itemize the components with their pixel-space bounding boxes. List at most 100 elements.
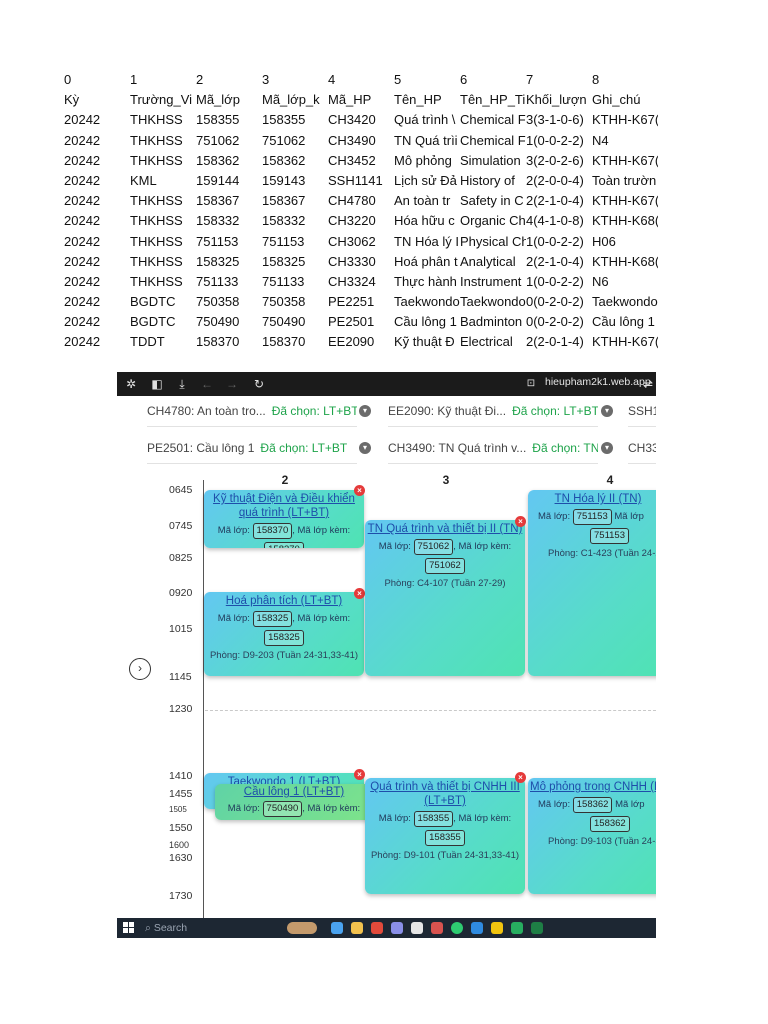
table-cell[interactable]: CH3420 [328, 112, 376, 128]
table-cell[interactable]: 2(2-0-0-4) [526, 172, 584, 188]
windows-start-icon[interactable] [123, 922, 135, 934]
table-cell[interactable]: Tên_HP_Ti [460, 92, 526, 108]
event-card[interactable]: Kỹ thuật Điện và Điều khiển quá trình (L… [204, 490, 364, 548]
table-cell[interactable]: 20242 [64, 112, 101, 128]
table-cell[interactable]: 750490 [262, 314, 306, 330]
table-cell[interactable]: 2(2-0-1-4) [526, 334, 584, 350]
table-cell[interactable]: 751133 [196, 273, 239, 289]
table-cell[interactable]: 158362 [196, 152, 240, 168]
table-cell[interactable]: Ghi_chú [592, 92, 641, 108]
table-cell[interactable]: 20242 [64, 294, 101, 310]
table-cell[interactable]: KTHH-K68( [592, 253, 658, 269]
table-cell[interactable]: 158355 [196, 112, 240, 128]
table-cell[interactable]: 751153 [196, 233, 239, 249]
reload-icon[interactable]: ↻ [253, 377, 265, 391]
event-card[interactable]: Quá trình và thiết bị CNHH III (LT+BT) M… [365, 778, 525, 894]
table-cell[interactable]: N6 [592, 273, 609, 289]
table-cell[interactable]: KTHH-K67( [592, 334, 658, 350]
attached-code[interactable]: 158325 [264, 630, 304, 646]
close-icon[interactable]: × [354, 485, 365, 496]
spotify-icon[interactable] [451, 922, 463, 934]
table-cell[interactable]: 1(0-0-2-2) [526, 233, 584, 249]
class-code[interactable]: 158362 [572, 797, 613, 813]
table-cell[interactable]: SSH1141 [328, 172, 383, 188]
class-code[interactable]: 750490 [262, 801, 303, 817]
table-cell[interactable]: 7 [526, 72, 534, 87]
chevron-down-icon[interactable]: ▾ [359, 442, 371, 454]
table-cell[interactable]: 751062 [262, 132, 306, 148]
table-cell[interactable]: 1 [130, 72, 138, 87]
forward-icon[interactable]: → [226, 377, 238, 391]
table-cell[interactable]: Thực hành [394, 273, 457, 289]
table-cell[interactable]: 2 [196, 72, 204, 87]
table-cell[interactable]: 158332 [262, 213, 306, 229]
table-cell[interactable]: TDDT [130, 334, 165, 350]
table-cell[interactable]: KTHH-K67( [592, 152, 658, 168]
close-icon[interactable]: × [515, 772, 526, 783]
attached-code[interactable]: 158362 [590, 816, 630, 832]
app-icon[interactable] [471, 922, 483, 934]
table-cell[interactable]: TN Hóa lý I [394, 233, 460, 249]
table-cell[interactable]: Taekwondo [460, 294, 526, 310]
table-cell[interactable]: CH4780 [328, 193, 376, 209]
table-cell[interactable]: 0 [64, 72, 72, 87]
table-cell[interactable]: THKHSS [130, 253, 183, 269]
table-cell[interactable]: BGDTC [130, 294, 176, 310]
table-cell[interactable]: 4(4-1-0-8) [526, 213, 584, 229]
table-cell[interactable]: CH3452 [328, 152, 376, 168]
table-cell[interactable]: Hoá phân t [394, 253, 458, 269]
table-cell[interactable]: 6 [460, 72, 468, 87]
close-icon[interactable]: × [515, 516, 526, 527]
attached-code[interactable]: 751062 [425, 558, 465, 574]
app-icon[interactable] [331, 922, 343, 934]
course-filter[interactable]: CH4780: An toàn tro... Đã chọn: LT+BT [147, 396, 357, 427]
table-cell[interactable]: THKHSS [130, 152, 183, 168]
table-cell[interactable]: Quá trình \ [394, 112, 456, 128]
app-icon[interactable] [371, 922, 383, 934]
table-cell[interactable]: History of [460, 172, 515, 188]
table-cell[interactable]: EE2090 [328, 334, 375, 350]
table-cell[interactable]: Toàn trườn [592, 172, 657, 188]
event-card[interactable]: TN Hóa lý II (TN) Mã lớp: 751153 Mã lớp … [528, 490, 656, 676]
event-card[interactable]: TN Quá trình và thiết bị II (TN) Mã lớp:… [365, 520, 525, 676]
table-cell[interactable]: 20242 [64, 334, 101, 350]
table-cell[interactable]: Simulation [460, 152, 521, 168]
chevron-down-icon[interactable]: ▾ [359, 405, 371, 417]
table-cell[interactable]: 20242 [64, 213, 101, 229]
table-cell[interactable]: Kỹ thuật Đ [394, 334, 455, 350]
class-code[interactable]: 158325 [252, 611, 293, 627]
sidebar-icon[interactable]: ◧ [151, 377, 163, 391]
table-cell[interactable]: CH3062 [328, 233, 376, 249]
table-cell[interactable]: Khối_lượn [526, 92, 587, 108]
table-cell[interactable]: 20242 [64, 132, 101, 148]
class-code[interactable]: 751153 [572, 509, 612, 525]
table-cell[interactable]: 0(0-2-0-2) [526, 314, 584, 330]
weather-widget-icon[interactable] [287, 922, 317, 934]
table-cell[interactable]: 5 [394, 72, 402, 87]
table-cell[interactable]: 158370 [196, 334, 240, 350]
table-cell[interactable]: THKHSS [130, 233, 183, 249]
table-cell[interactable]: Mã_HP [328, 92, 372, 108]
course-filter[interactable]: PE2501: Cầu lông 1 Đã chọn: LT+BT [147, 433, 357, 464]
menu-icon[interactable]: ⇌ [642, 377, 654, 391]
table-cell[interactable]: Chemical F [460, 132, 526, 148]
table-cell[interactable]: 159143 [262, 172, 306, 188]
chevron-down-icon[interactable]: ▾ [601, 405, 613, 417]
course-filter[interactable]: CH3490: TN Quá trình v... Đã chọn: TN [388, 433, 598, 464]
class-code[interactable]: 751062 [413, 539, 454, 555]
table-cell[interactable]: 158332 [196, 213, 240, 229]
table-cell[interactable]: 20242 [64, 172, 101, 188]
table-cell[interactable]: Instrument [460, 273, 522, 289]
excel-icon[interactable] [531, 922, 543, 934]
table-cell[interactable]: 158370 [262, 334, 306, 350]
table-cell[interactable]: 0(0-2-0-2) [526, 294, 584, 310]
table-cell[interactable]: An toàn tr [394, 193, 451, 209]
table-cell[interactable]: Cầu lông 1 [394, 314, 457, 330]
table-cell[interactable]: Physical Ch [460, 233, 526, 249]
chevron-down-icon[interactable]: ▾ [601, 442, 613, 454]
table-cell[interactable]: CH3490 [328, 132, 376, 148]
table-cell[interactable]: Kỳ [64, 92, 80, 108]
table-cell[interactable]: PE2501 [328, 314, 375, 330]
table-cell[interactable]: Badminton [460, 314, 523, 330]
table-cell[interactable]: 20242 [64, 273, 101, 289]
